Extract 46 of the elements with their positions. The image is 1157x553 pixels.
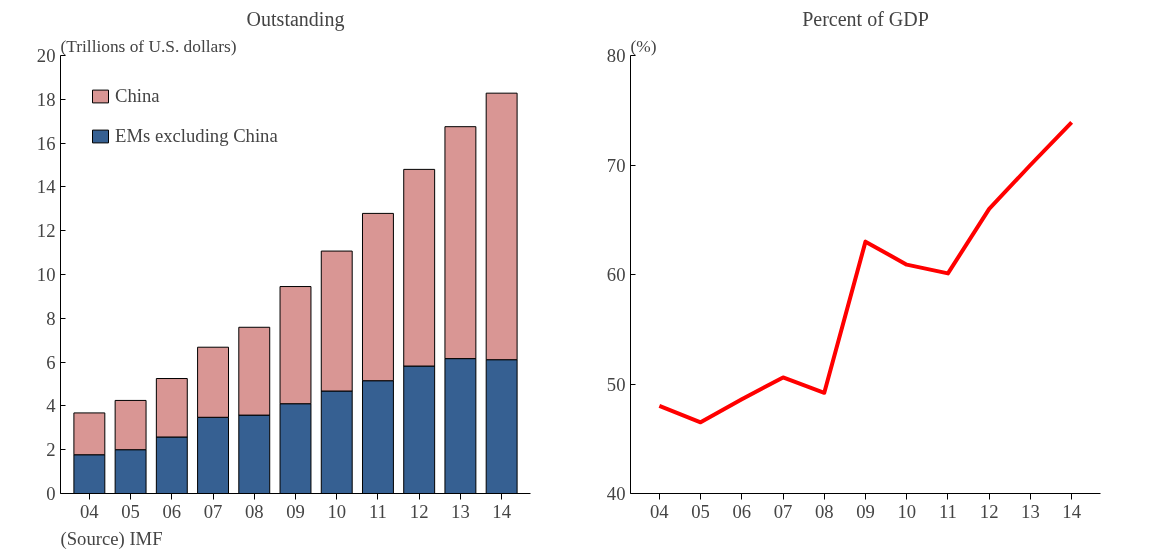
x-tick-label: 08 bbox=[244, 500, 264, 522]
x-tick-label: 10 bbox=[897, 500, 917, 522]
y-axis-title: (Trillions of U.S. dollars) bbox=[60, 36, 237, 56]
x-tick-label: 08 bbox=[814, 500, 834, 522]
x-tick-label: 10 bbox=[327, 500, 347, 522]
x-tick-label: 11 bbox=[938, 500, 957, 522]
x-tick-label: 06 bbox=[732, 500, 752, 522]
x-tick-label: 06 bbox=[162, 500, 182, 522]
x-tick-label: 13 bbox=[1021, 500, 1040, 522]
y-tick-label: 6 bbox=[46, 351, 56, 373]
y-tick-label: 2 bbox=[46, 439, 56, 461]
y-tick-label: 80 bbox=[606, 45, 626, 66]
chart-title: Percent of GDP bbox=[802, 7, 929, 30]
y-tick-label: 14 bbox=[36, 176, 57, 198]
x-tick-label: 05 bbox=[691, 500, 710, 522]
y-tick-label: 70 bbox=[606, 154, 626, 176]
legend-label: EMs excluding China bbox=[115, 125, 278, 147]
x-tick-label: 12 bbox=[979, 500, 999, 522]
y-tick-label: 10 bbox=[36, 264, 56, 285]
x-tick-label: 04 bbox=[80, 500, 100, 522]
y-tick-label: 60 bbox=[606, 264, 626, 285]
x-tick-label: 14 bbox=[1062, 500, 1082, 522]
line-series bbox=[657, 120, 1074, 425]
x-tick-label: 07 bbox=[203, 500, 223, 522]
y-tick-label: 50 bbox=[606, 373, 626, 395]
x-tick-label: 13 bbox=[451, 500, 470, 522]
y-axis-title: (%) bbox=[630, 36, 657, 56]
x-tick-label: 04 bbox=[650, 500, 670, 522]
x-tick-label: 09 bbox=[286, 500, 305, 522]
y-tick-label: 18 bbox=[36, 88, 56, 110]
y-tick-label: 0 bbox=[46, 483, 56, 504]
y-tick-label: 4 bbox=[46, 395, 57, 417]
x-tick-label: 09 bbox=[856, 500, 875, 522]
x-tick-label: 07 bbox=[773, 500, 793, 522]
chart-title: Outstanding bbox=[246, 7, 345, 31]
text: (Source) IMF bbox=[60, 527, 163, 550]
legend-label: China bbox=[115, 85, 160, 107]
x-tick-label: 14 bbox=[492, 500, 512, 522]
x-tick-label: 11 bbox=[368, 500, 387, 522]
x-tick-label: 12 bbox=[409, 500, 429, 522]
y-tick-label: 16 bbox=[36, 132, 56, 154]
x-tick-label: 05 bbox=[121, 500, 140, 522]
y-tick-label: 8 bbox=[46, 307, 56, 329]
y-tick-label: 20 bbox=[36, 45, 56, 66]
y-tick-label: 12 bbox=[36, 220, 56, 242]
y-tick-label: 40 bbox=[606, 483, 626, 504]
